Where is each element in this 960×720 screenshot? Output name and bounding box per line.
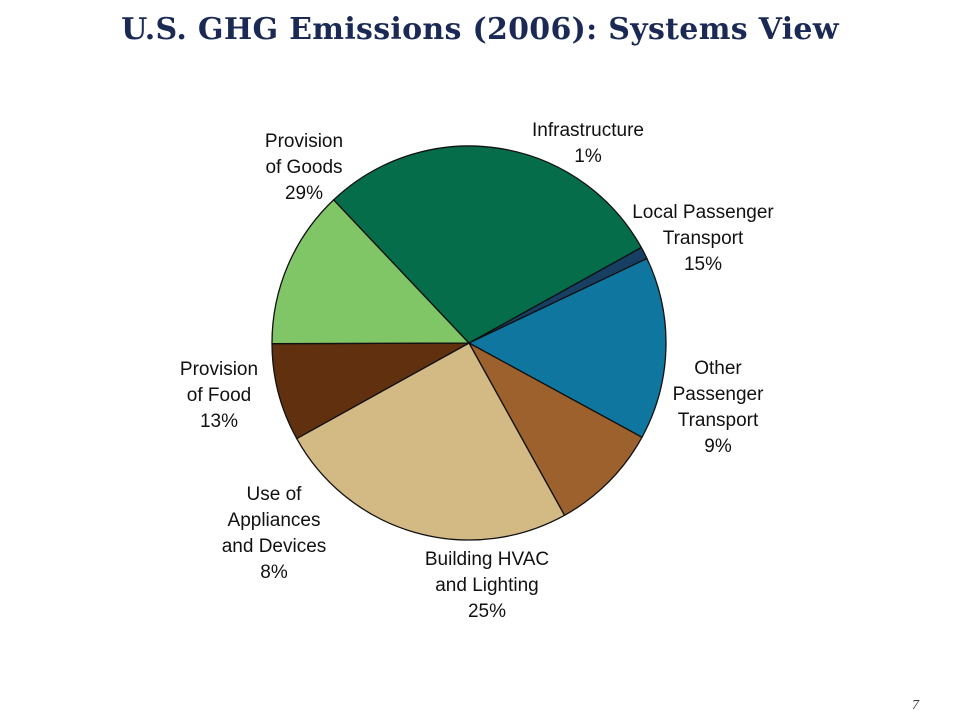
pie-label-line: Provision (180, 359, 258, 380)
pie-label-line: Other (694, 358, 742, 379)
page-number: 7 (912, 698, 919, 713)
pie-label-line: 25% (468, 601, 506, 622)
pie-label-line: Infrastructure (532, 120, 644, 141)
pie-label-line: 15% (684, 254, 722, 275)
pie-label-line: Provision (265, 131, 343, 152)
pie-label-line: of Goods (265, 157, 342, 178)
pie-label-line: Local Passenger (632, 202, 774, 223)
pie-label-provision-of-food: Provision of Food 13% (180, 359, 258, 432)
pie-label-other-passenger-transport: Other Passenger Transport 9% (673, 358, 765, 457)
pie-slice-provision-of-goods (332, 145, 642, 344)
pie-label-line: Building HVAC (425, 549, 549, 570)
pie-label-line: 9% (704, 436, 732, 457)
pie-label-use-of-appliances-and-devices: Use of Appliances and Devices 8% (222, 484, 327, 583)
pie-slice-local-passenger-transport (468, 257, 667, 438)
pie-label-line: Transport (678, 410, 759, 431)
pie-labels: Infrastructure 1% Local Passenger Transport… (180, 120, 775, 622)
pie-label-building-hvac-and-lighting: Building HVAC and Lighting 25% (425, 549, 549, 622)
pie-label-line: 1% (574, 146, 602, 167)
pie-label-line: 29% (285, 183, 323, 204)
pie-slices (271, 145, 667, 541)
pie-label-line: of Food (187, 385, 251, 406)
pie-label-line: Use of (247, 484, 303, 505)
pie-slice-building-hvac-and-lighting (296, 342, 566, 541)
pie-label-infrastructure: Infrastructure 1% (532, 120, 644, 167)
pie-slice-provision-of-food (271, 199, 470, 345)
slide-title: U.S. GHG Emissions (2006): Systems View (121, 12, 839, 47)
pie-slice-other-passenger-transport (468, 342, 643, 516)
pie-slice-use-of-appliances-and-devices (271, 342, 470, 440)
pie-label-line: and Lighting (435, 575, 539, 596)
pie-label-line: 13% (200, 411, 238, 432)
pie-label-line: Transport (663, 228, 744, 249)
pie-label-provision-of-goods: Provision of Goods 29% (265, 131, 343, 204)
pie-label-line: and Devices (222, 536, 327, 557)
pie-label-local-passenger-transport: Local Passenger Transport 15% (632, 202, 774, 275)
pie-label-line: 8% (260, 562, 288, 583)
pie-label-line: Appliances (228, 510, 321, 531)
pie-label-line: Passenger (673, 384, 765, 405)
